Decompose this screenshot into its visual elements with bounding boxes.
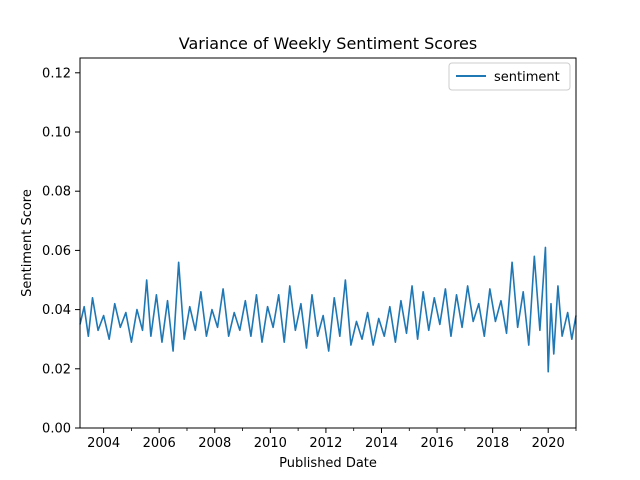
plot-background	[80, 58, 576, 428]
y-tick-label: 0.04	[42, 303, 71, 318]
plot-frame	[79, 57, 577, 429]
x-tick-label: 2012	[309, 436, 342, 451]
y-tick-label: 0.12	[42, 66, 71, 81]
x-tick-label: 2008	[198, 436, 231, 451]
x-axis: 2004 2006 2008 2010 2012 2014 2016 2018 2020	[87, 428, 577, 451]
x-tick-label: 2014	[365, 436, 398, 451]
legend: sentiment	[448, 62, 571, 91]
legend-box	[448, 62, 571, 91]
y-tick-label: 0.06	[42, 244, 71, 259]
y-axis: 0.00 0.02 0.04 0.06 0.08 0.10 0.12	[42, 66, 80, 437]
x-tick-label: 2016	[421, 436, 454, 451]
y-tick-label: 0.08	[42, 185, 71, 200]
y-tick-label: 0.10	[42, 126, 71, 141]
x-tick-label: 2010	[254, 436, 287, 451]
series-line-sentiment	[79, 246, 577, 373]
legend-label: sentiment	[494, 70, 560, 85]
y-axis-label: Sentiment Score	[20, 189, 35, 297]
x-axis-label: Published Date	[279, 456, 377, 471]
y-tick-label: 0.02	[42, 362, 71, 377]
y-tick-label: 0.00	[42, 422, 71, 437]
x-tick-label: 2004	[87, 436, 120, 451]
series-layer	[79, 246, 577, 373]
chart-title: Variance of Weekly Sentiment Scores	[179, 34, 477, 53]
x-tick-label: 2006	[143, 436, 176, 451]
x-tick-label: 2020	[532, 436, 565, 451]
x-tick-label: 2018	[476, 436, 509, 451]
